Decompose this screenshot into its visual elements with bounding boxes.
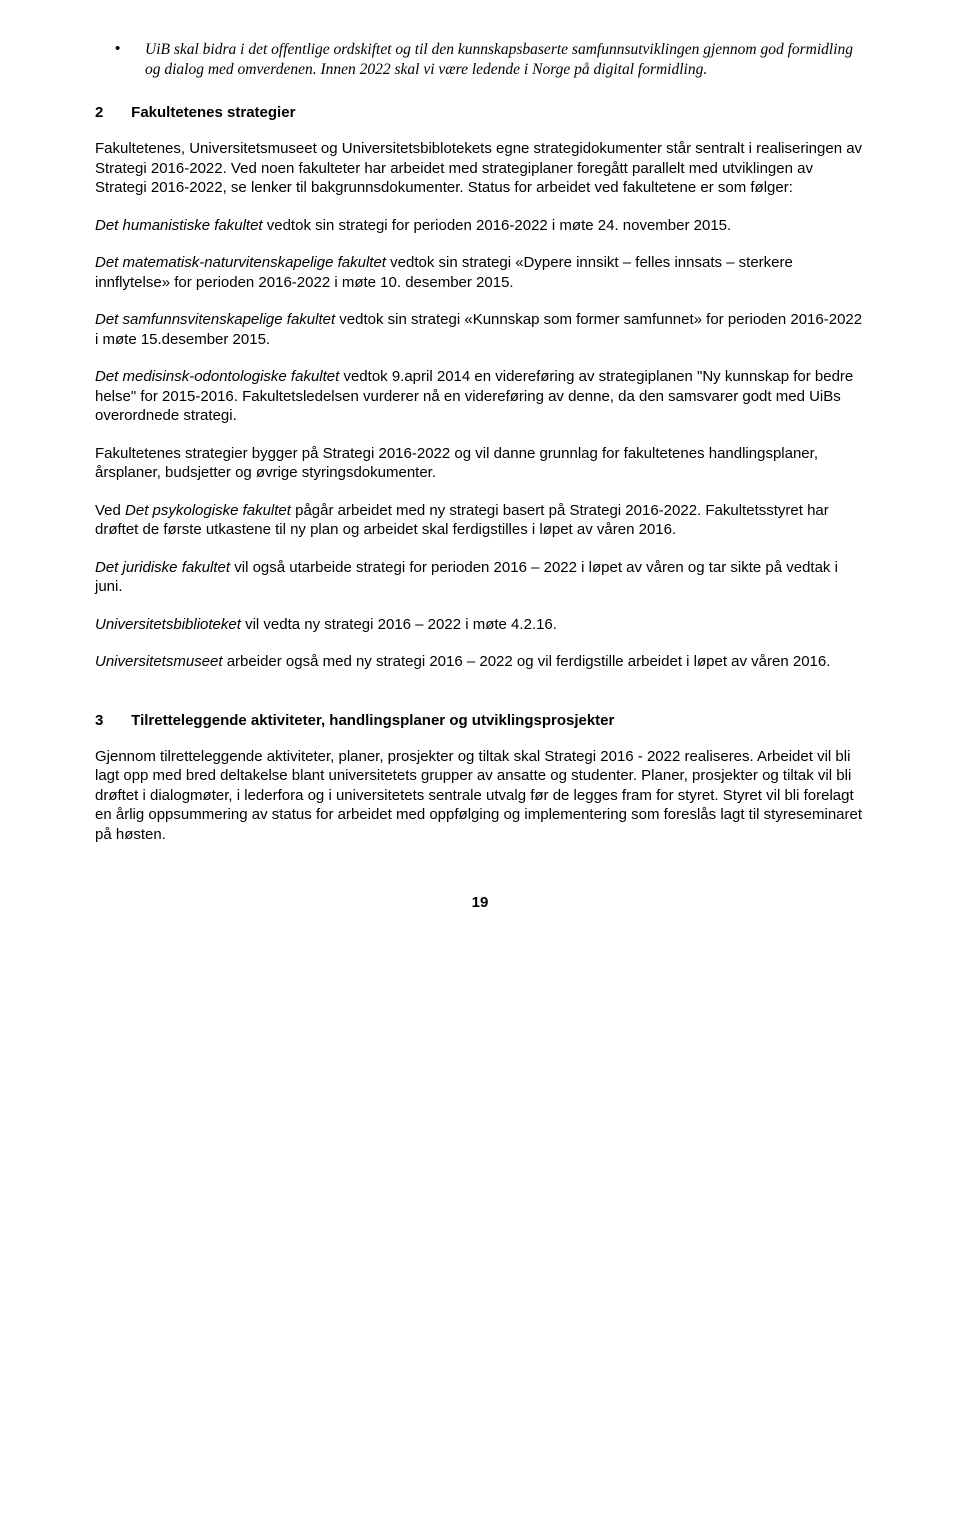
- bullet-text: UiB skal bidra i det offentlige ordskift…: [145, 40, 865, 80]
- section-2-para-5: Det medisinsk-odontologiske fakultet ved…: [95, 367, 865, 426]
- para-2-rest: vedtok sin strategi for perioden 2016-20…: [263, 217, 732, 234]
- section-3-number: 3: [95, 712, 127, 729]
- section-2-para-3: Det matematisk-naturvitenskapelige fakul…: [95, 253, 865, 292]
- document-page: • UiB skal bidra i det offentlige ordski…: [0, 0, 960, 951]
- section-2-para-9: Universitetsbiblioteket vil vedta ny str…: [95, 615, 865, 635]
- para-5-italic: Det medisinsk-odontologiske fakultet: [95, 368, 339, 385]
- section-2-title: Fakultetenes strategier: [131, 104, 295, 121]
- section-3-title: Tilretteleggende aktiviteter, handlingsp…: [131, 712, 614, 729]
- para-8-italic: Det juridiske fakultet: [95, 559, 230, 576]
- bullet-list-item: • UiB skal bidra i det offentlige ordski…: [95, 40, 865, 80]
- section-2-para-1: Fakultetenes, Universitetsmuseet og Univ…: [95, 139, 865, 198]
- section-2-para-2: Det humanistiske fakultet vedtok sin str…: [95, 216, 865, 236]
- section-2-para-4: Det samfunnsvitenskapelige fakultet vedt…: [95, 310, 865, 349]
- section-2-para-8: Det juridiske fakultet vil også utarbeid…: [95, 558, 865, 597]
- section-2-para-10: Universitetsmuseet arbeider også med ny …: [95, 652, 865, 672]
- para-4-italic: Det samfunnsvitenskapelige fakultet: [95, 311, 335, 328]
- section-2-heading: 2 Fakultetenes strategier: [95, 104, 865, 121]
- para-7-pre: Ved: [95, 502, 125, 519]
- para-7-italic: Det psykologiske fakultet: [125, 502, 291, 519]
- section-3-heading: 3 Tilretteleggende aktiviteter, handling…: [95, 712, 865, 729]
- section-2-para-6: Fakultetenes strategier bygger på Strate…: [95, 444, 865, 483]
- para-10-italic: Universitetsmuseet: [95, 653, 223, 670]
- section-3-para-1: Gjennom tilretteleggende aktiviteter, pl…: [95, 747, 865, 845]
- para-10-rest: arbeider også med ny strategi 2016 – 202…: [223, 653, 831, 670]
- para-2-italic: Det humanistiske fakultet: [95, 217, 263, 234]
- page-number: 19: [95, 894, 865, 911]
- bullet-marker: •: [115, 40, 145, 80]
- para-3-italic: Det matematisk-naturvitenskapelige fakul…: [95, 254, 386, 271]
- section-2-para-7: Ved Det psykologiske fakultet pågår arbe…: [95, 501, 865, 540]
- section-2-number: 2: [95, 104, 127, 121]
- para-9-italic: Universitetsbiblioteket: [95, 616, 241, 633]
- para-9-rest: vil vedta ny strategi 2016 – 2022 i møte…: [241, 616, 557, 633]
